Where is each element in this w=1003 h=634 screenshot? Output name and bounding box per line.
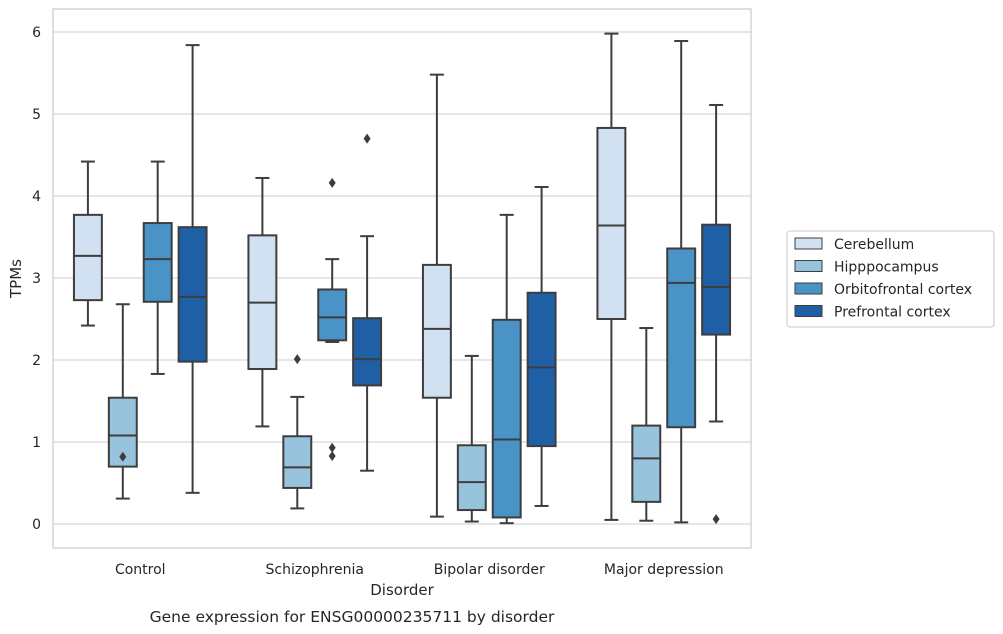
iqr-box: [317, 288, 348, 342]
box-orbitofrontal-cortex: [666, 40, 697, 524]
x-tick-label: Control: [115, 562, 166, 578]
box-hipppocampus: [456, 354, 487, 523]
y-tick-label: 0: [32, 517, 41, 533]
y-tick-label: 6: [32, 25, 41, 41]
legend-swatch: [794, 237, 823, 250]
iqr-box: [666, 247, 697, 429]
iqr-box: [421, 263, 452, 399]
y-tick-label: 1: [32, 435, 41, 451]
box-cerebellum: [72, 160, 103, 327]
outlier-point: [328, 450, 336, 461]
outlier-point: [712, 514, 720, 525]
legend-swatch: [794, 260, 823, 272]
legend-swatch: [794, 305, 823, 317]
x-tick-label: Bipolar disorder: [434, 562, 545, 578]
x-axis-ticks: Control Schizophrenia Bipolar disorder Majo…: [115, 562, 724, 578]
legend-frame: [786, 230, 995, 328]
box-groups: [72, 32, 732, 525]
chart-caption: Gene expression for ENSG00000235711 by d…: [150, 608, 555, 626]
outlier-point: [363, 133, 371, 144]
iqr-box: [352, 317, 383, 387]
iqr-box: [142, 222, 173, 303]
y-tick-label: 3: [32, 271, 41, 287]
box-cerebellum: [421, 73, 452, 518]
box-prefrontal-cortex: [352, 133, 383, 472]
y-axis-ticks: 0 1 2 3 4 5 6: [32, 25, 41, 533]
outlier-point: [293, 354, 301, 365]
iqr-box: [72, 213, 103, 302]
legend-label: Cerebellum: [834, 237, 914, 253]
y-tick-label: 5: [32, 107, 41, 123]
legend: Cerebellum Hipppocampus Orbitofrontal cort…: [786, 230, 995, 328]
iqr-box: [596, 126, 627, 320]
legend-entry: Cerebellum: [794, 237, 914, 253]
legend-label: Hipppocampus: [834, 260, 939, 276]
iqr-box: [282, 435, 313, 489]
box-cerebellum: [596, 32, 627, 521]
box-prefrontal-cortex: [701, 103, 732, 525]
iqr-box: [701, 223, 732, 336]
box-orbitofrontal-cortex: [491, 213, 522, 525]
legend-swatch: [794, 282, 823, 295]
legend-entry: Prefrontal cortex: [794, 305, 951, 321]
box-hipppocampus: [631, 327, 662, 522]
legend-label: Orbitofrontal cortex: [834, 282, 972, 298]
y-tick-label: 4: [32, 189, 41, 205]
iqr-box: [177, 226, 208, 363]
iqr-box: [631, 424, 662, 503]
x-axis-label: Disorder: [370, 581, 434, 599]
y-tick-label: 2: [32, 353, 41, 369]
box-cerebellum: [247, 176, 278, 428]
box-orbitofrontal-cortex: [142, 160, 173, 375]
legend-label: Prefrontal cortex: [834, 305, 951, 321]
box-prefrontal-cortex: [526, 185, 557, 507]
legend-entry: Hipppocampus: [794, 260, 939, 276]
y-axis-label: TPMs: [7, 259, 25, 299]
plot-frame: [52, 8, 752, 549]
outlier-point: [328, 177, 336, 188]
box-hipppocampus: [282, 354, 313, 510]
outlier-point: [328, 442, 336, 453]
x-tick-label: Schizophrenia: [266, 562, 364, 578]
outlier-point: [119, 451, 127, 462]
iqr-box: [456, 444, 487, 512]
plot-area: [52, 8, 752, 549]
box-hipppocampus: [107, 303, 138, 500]
box-orbitofrontal-cortex: [317, 177, 348, 461]
iqr-box: [491, 318, 522, 519]
legend-entry: Orbitofrontal cortex: [794, 282, 972, 298]
x-tick-label: Major depression: [604, 562, 724, 578]
iqr-box: [526, 291, 557, 448]
box-prefrontal-cortex: [177, 44, 208, 494]
